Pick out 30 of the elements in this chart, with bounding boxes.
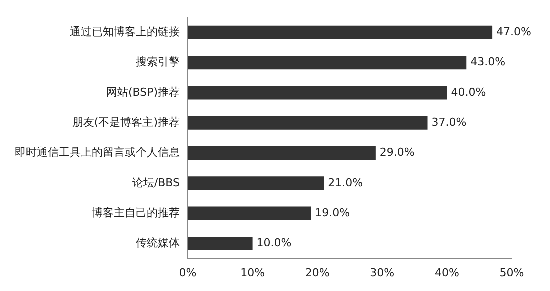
x-tick-label: 40% xyxy=(434,266,460,280)
bar xyxy=(188,206,312,220)
bar xyxy=(188,176,324,190)
bar xyxy=(188,146,376,160)
bar xyxy=(188,86,448,100)
bar xyxy=(188,56,467,70)
bar xyxy=(188,116,428,130)
data-label: 21.0% xyxy=(328,176,364,190)
data-label: 43.0% xyxy=(470,56,506,69)
data-label: 10.0% xyxy=(256,236,292,250)
y-tick-label: 朋友(不是博客主)推荐 xyxy=(72,116,180,129)
y-tick-label: 通过已知博客上的链接 xyxy=(70,26,180,39)
y-tick-label: 博客主自己的推荐 xyxy=(92,206,180,220)
data-label: 19.0% xyxy=(315,206,350,220)
y-tick-label: 即时通信工具上的留言或个人信息 xyxy=(15,146,180,160)
data-label: 37.0% xyxy=(432,116,467,129)
y-tick-label: 传统媒体 xyxy=(136,236,180,250)
bar xyxy=(188,26,493,40)
y-tick-label: 网站(BSP)推荐 xyxy=(106,86,180,99)
data-label: 29.0% xyxy=(380,146,415,160)
x-tick-label: 0% xyxy=(179,266,197,280)
y-tick-label: 论坛/BBS xyxy=(132,176,180,190)
data-label: 40.0% xyxy=(451,86,486,99)
x-tick-label: 30% xyxy=(370,266,395,280)
bar xyxy=(188,236,253,251)
x-tick-label: 20% xyxy=(305,266,330,280)
x-tick-label: 10% xyxy=(240,266,266,280)
y-tick-label: 搜索引擎 xyxy=(136,56,180,69)
data-label: 47.0% xyxy=(496,26,532,39)
x-tick-label: 50% xyxy=(500,266,524,280)
